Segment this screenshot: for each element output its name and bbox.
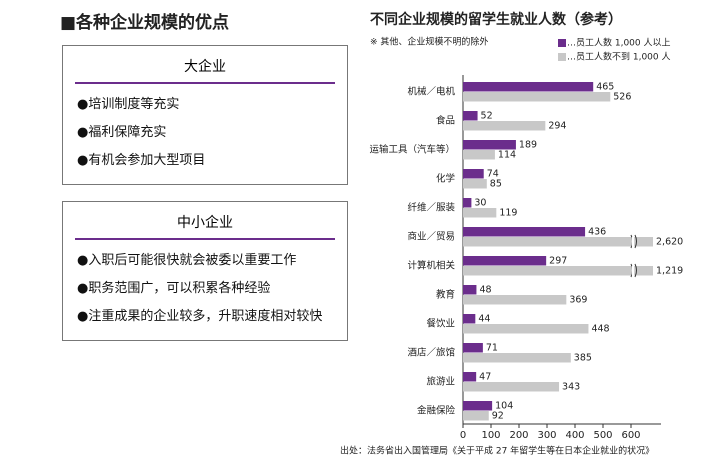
value-label: 114 (498, 150, 516, 161)
x-tick-label: 100 (481, 430, 500, 441)
bar (463, 256, 547, 266)
bar (463, 266, 653, 276)
chart-title: 不同企业规模的留学生就业人数（参考） (370, 11, 622, 28)
value-label: 30 (474, 198, 486, 209)
advantage-box: 大企业 ●培训制度等充实 ●福利保障充实 ●有机会参加大型项目 (62, 45, 348, 185)
bar (463, 237, 653, 247)
value-label: 343 (562, 382, 580, 393)
value-label: 74 (487, 169, 499, 180)
bar (463, 92, 611, 102)
category-label: 教育 (436, 289, 455, 301)
box-item: ●培训制度等充实 (77, 97, 180, 112)
value-label: 526 (613, 92, 631, 103)
bar (463, 401, 493, 411)
box-item: ●福利保障充实 (77, 125, 167, 140)
bar (463, 150, 495, 160)
value-label: 104 (495, 401, 513, 412)
category-label: 纤维／服装 (407, 202, 455, 214)
x-tick-label: 600 (621, 430, 640, 441)
value-label: 48 (479, 285, 491, 296)
value-label: 47 (479, 372, 491, 383)
value-label: 119 (499, 208, 517, 219)
bar (463, 285, 477, 295)
legend-swatch (558, 53, 566, 61)
value-label: 85 (490, 179, 502, 190)
category-label: 商业／贸易 (407, 231, 455, 243)
legend-label: …员工人数不到 1,000 人 (567, 51, 671, 63)
x-tick-label: 200 (509, 430, 528, 441)
chart-note: ※ 其他、企业规模不明的除外 (370, 36, 488, 48)
panel-title: ■各种企业规模的优点 (60, 13, 230, 33)
value-label: 294 (548, 121, 566, 132)
value-label: 465 (596, 82, 614, 93)
category-label: 运输工具（汽车等） (369, 144, 455, 156)
category-label: 机械／电机 (407, 86, 455, 98)
bar (463, 372, 477, 382)
bar (463, 343, 483, 353)
box-item: ●职务范围广，可以积累各种经验 (77, 281, 271, 296)
bar (463, 324, 589, 334)
x-tick-label: 300 (537, 430, 556, 441)
value-label: 297 (549, 256, 567, 267)
value-label: 189 (519, 140, 537, 151)
bar (463, 82, 594, 92)
value-label: 448 (591, 324, 609, 335)
bar (463, 208, 497, 218)
value-label: 52 (481, 111, 493, 122)
bar (463, 179, 487, 189)
bar (463, 382, 560, 392)
value-label: 92 (492, 411, 504, 422)
bar (463, 295, 567, 305)
value-label: 2,620 (656, 237, 683, 248)
box-item: ●有机会参加大型项目 (77, 153, 206, 168)
category-label: 旅游业 (426, 376, 455, 388)
legend-swatch (558, 39, 566, 47)
value-label: 71 (486, 343, 498, 354)
bar (463, 140, 516, 150)
value-label: 369 (569, 295, 587, 306)
value-label: 436 (588, 227, 606, 238)
bar (463, 411, 489, 421)
value-label: 44 (478, 314, 490, 325)
box-heading: 中小企业 (75, 212, 335, 240)
x-tick-label: 500 (593, 430, 612, 441)
bar (463, 111, 478, 121)
category-label: 化学 (436, 173, 455, 185)
box-item: ●入职后可能很快就会被委以重要工作 (77, 253, 297, 268)
box-item: ●注重成果的企业较多，升职速度相对较快 (77, 309, 323, 324)
chart-source: 出处：法务省出入国管理局《关于平成 27 年留学生等在日本企业就业的状况》 (340, 445, 654, 457)
legend-label: …员工人数 1,000 人以上 (567, 37, 671, 49)
bar (463, 198, 472, 208)
x-tick-label: 0 (460, 430, 466, 441)
advantage-box: 中小企业 ●入职后可能很快就会被委以重要工作 ●职务范围广，可以积累各种经验 ●注重成… (62, 201, 348, 341)
value-label: 1,219 (656, 266, 683, 277)
break-gap (631, 266, 635, 276)
category-label: 餐饮业 (426, 318, 455, 330)
bar (463, 121, 546, 131)
x-tick-label: 400 (565, 430, 584, 441)
bar (463, 353, 571, 363)
value-label: 385 (574, 353, 592, 364)
break-gap (631, 237, 635, 247)
bar (463, 314, 476, 324)
bar (463, 227, 586, 237)
bar (463, 169, 484, 179)
category-label: 酒店／旅馆 (407, 347, 455, 359)
category-label: 食品 (436, 115, 455, 127)
category-label: 金融保险 (417, 405, 456, 417)
category-label: 计算机相关 (407, 260, 455, 272)
box-heading: 大企业 (75, 56, 335, 84)
